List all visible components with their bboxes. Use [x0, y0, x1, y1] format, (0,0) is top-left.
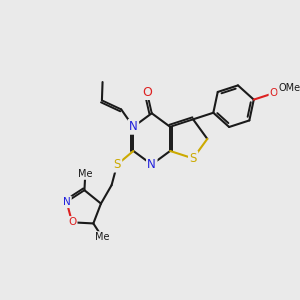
Text: S: S: [189, 152, 197, 165]
Text: Me: Me: [78, 169, 92, 179]
Text: O: O: [142, 85, 152, 98]
Text: N: N: [63, 197, 70, 207]
Text: Me: Me: [95, 232, 109, 242]
Text: S: S: [113, 158, 121, 171]
Text: O: O: [270, 88, 278, 98]
Text: OMe: OMe: [279, 83, 300, 93]
Text: N: N: [129, 120, 138, 133]
Text: N: N: [147, 158, 156, 171]
Text: O: O: [68, 217, 76, 227]
